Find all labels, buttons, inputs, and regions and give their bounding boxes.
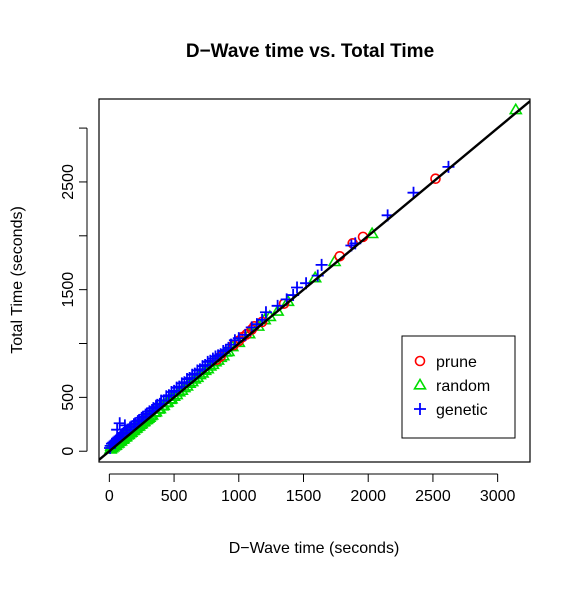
legend: prune random genetic bbox=[401, 335, 516, 439]
y-tick-label: 1500 bbox=[60, 272, 77, 308]
y-tick-label: 500 bbox=[60, 384, 77, 411]
legend-label-random: random bbox=[436, 378, 490, 395]
y-tick-label: 0 bbox=[60, 447, 77, 456]
genetic-point bbox=[111, 423, 124, 436]
legend-plus-icon bbox=[414, 403, 426, 415]
random-point bbox=[365, 226, 379, 239]
y-tick-label: 2500 bbox=[60, 164, 77, 200]
x-tick-label: 1000 bbox=[221, 488, 257, 505]
x-axis-label: D−Wave time (seconds) bbox=[229, 540, 400, 557]
plot-box bbox=[98, 98, 531, 463]
genetic-point bbox=[291, 281, 304, 294]
x-tick-label: 3000 bbox=[480, 488, 516, 505]
plot-area: 0 500 1000 1500 2000 2500 3000 0 500 1500 2500 bbox=[60, 98, 531, 505]
prune-point bbox=[430, 173, 441, 185]
x-tick-label: 2000 bbox=[350, 488, 386, 505]
genetic-point bbox=[113, 417, 126, 430]
genetic-point bbox=[259, 306, 272, 319]
legend-circle-icon bbox=[414, 355, 426, 367]
x-tick-label: 2500 bbox=[415, 488, 451, 505]
reference-line bbox=[99, 100, 530, 461]
legend-label-genetic: genetic bbox=[436, 402, 488, 419]
x-tick-label: 1500 bbox=[286, 488, 322, 505]
y-axis-label: Total Time (seconds) bbox=[9, 206, 26, 354]
x-tick-label: 0 bbox=[105, 488, 114, 505]
genetic-point bbox=[315, 258, 328, 271]
genetic-point bbox=[209, 350, 222, 363]
legend-label-prune: prune bbox=[436, 354, 477, 371]
genetic-point bbox=[118, 419, 131, 432]
x-tick-label: 500 bbox=[161, 488, 188, 505]
legend-box bbox=[401, 335, 516, 439]
chart-title: D−Wave time vs. Total Time bbox=[186, 41, 434, 62]
legend-triangle-icon bbox=[413, 377, 427, 390]
